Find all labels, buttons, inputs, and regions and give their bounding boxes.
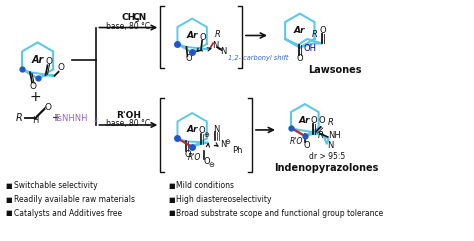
Text: O: O	[184, 150, 191, 159]
Text: ■: ■	[6, 183, 12, 189]
Text: dr > 95:5: dr > 95:5	[309, 152, 345, 161]
Text: ■: ■	[6, 210, 12, 216]
Text: O: O	[185, 54, 191, 63]
Text: R: R	[312, 29, 318, 39]
Text: R'O: R'O	[187, 153, 201, 162]
Text: ■: ■	[168, 210, 175, 216]
Text: Indenopyrazolones: Indenopyrazolones	[274, 163, 379, 173]
Text: Broad substrate scope and functional group tolerance: Broad substrate scope and functional gro…	[176, 209, 383, 218]
Text: O: O	[45, 57, 52, 66]
Text: Ar: Ar	[186, 126, 198, 134]
Text: TsNHNH: TsNHNH	[54, 114, 87, 122]
Text: O: O	[310, 116, 317, 126]
Text: +: +	[51, 113, 58, 123]
Text: NH: NH	[328, 131, 341, 141]
Text: CH: CH	[121, 13, 136, 22]
Text: Switchable selectivity: Switchable selectivity	[14, 181, 97, 190]
Text: H: H	[32, 116, 39, 126]
Text: ⊖: ⊖	[224, 139, 230, 145]
Text: 1,2- carbonyl shift: 1,2- carbonyl shift	[228, 55, 288, 61]
Text: Ph: Ph	[232, 146, 242, 155]
Text: N: N	[220, 47, 226, 56]
Text: High diastereoselectivity: High diastereoselectivity	[176, 195, 272, 204]
Text: Ar: Ar	[294, 26, 306, 35]
Text: R'OH: R'OH	[116, 111, 141, 120]
Text: Catalysts and Additives free: Catalysts and Additives free	[14, 209, 122, 218]
Text: N: N	[213, 125, 219, 134]
Text: base, 80 °C: base, 80 °C	[106, 22, 150, 31]
Text: Ar: Ar	[299, 115, 310, 125]
Text: O: O	[199, 127, 205, 135]
Text: Mild conditions: Mild conditions	[176, 181, 234, 190]
Text: O: O	[204, 157, 210, 166]
Text: 3: 3	[134, 18, 138, 23]
Text: O: O	[319, 26, 326, 35]
Text: O: O	[29, 82, 36, 91]
Text: 2: 2	[93, 118, 98, 122]
Text: ⊕: ⊕	[203, 132, 209, 138]
Text: +: +	[30, 90, 41, 104]
Text: Ar: Ar	[31, 55, 44, 65]
Text: OH: OH	[303, 44, 317, 54]
Text: R: R	[318, 131, 324, 141]
Text: base, 80 °C: base, 80 °C	[106, 120, 150, 128]
Text: ■: ■	[168, 183, 175, 189]
Text: ■: ■	[168, 197, 175, 202]
Text: R: R	[15, 113, 22, 123]
Text: CN: CN	[132, 13, 146, 22]
Text: Lawsones: Lawsones	[308, 65, 362, 75]
Text: Readily available raw materials: Readily available raw materials	[14, 195, 135, 204]
Text: O: O	[297, 54, 303, 63]
Text: ⊖: ⊖	[208, 162, 214, 168]
Text: N: N	[328, 141, 334, 150]
Text: ■: ■	[6, 197, 12, 202]
Text: N: N	[212, 41, 218, 50]
Text: O: O	[200, 33, 206, 42]
Text: Ar: Ar	[186, 31, 198, 40]
Text: R'O: R'O	[290, 137, 304, 146]
Text: O: O	[304, 141, 310, 150]
Text: R: R	[328, 119, 334, 127]
Text: R: R	[215, 30, 221, 39]
Text: O: O	[57, 63, 64, 72]
Text: O: O	[319, 116, 325, 126]
Text: O: O	[44, 103, 51, 112]
Text: N: N	[220, 140, 226, 149]
